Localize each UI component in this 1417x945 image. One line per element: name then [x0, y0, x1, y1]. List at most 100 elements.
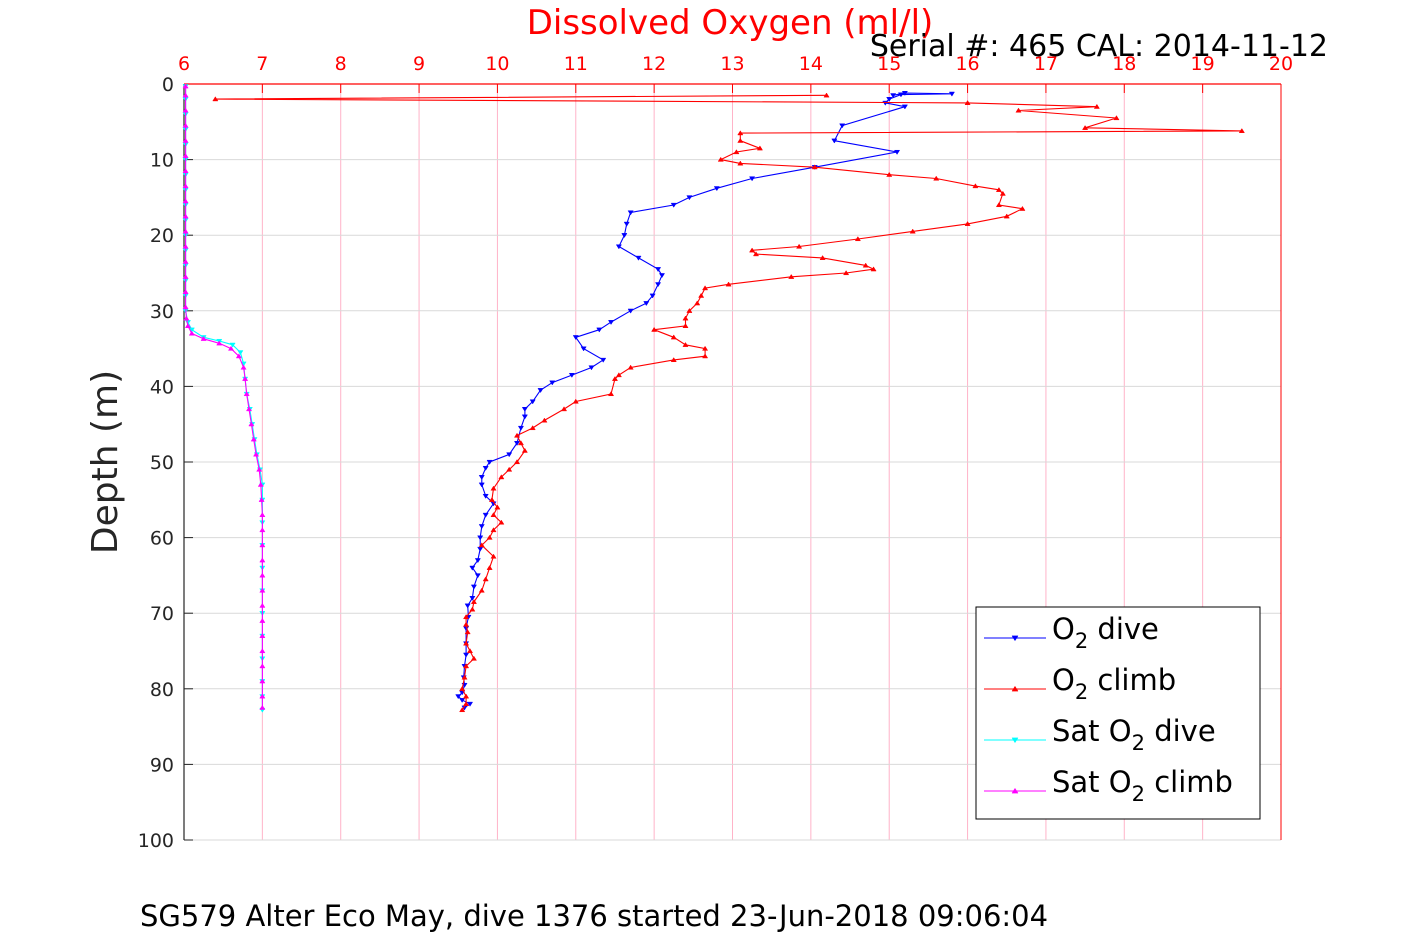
legend-label-main: Sat O	[1052, 765, 1132, 799]
data-point	[490, 553, 497, 559]
data-point	[643, 301, 650, 307]
data-point	[469, 596, 476, 601]
data-point	[259, 678, 266, 684]
data-point	[506, 466, 513, 472]
data-point	[1015, 107, 1022, 113]
data-point	[237, 350, 244, 356]
data-point	[862, 262, 869, 268]
y-tick-label: 90	[150, 754, 174, 776]
data-point	[482, 493, 489, 499]
data-point	[737, 130, 744, 136]
data-point	[596, 327, 603, 333]
data-point	[182, 243, 189, 249]
data-point	[182, 289, 189, 294]
data-point	[627, 364, 634, 370]
data-point	[819, 255, 826, 260]
data-point	[615, 372, 622, 378]
data-point	[259, 648, 266, 654]
data-point	[1082, 125, 1089, 130]
data-point	[517, 440, 524, 446]
data-point	[182, 198, 189, 204]
series-o2-dive	[455, 91, 955, 711]
data-point	[486, 459, 493, 465]
data-point	[243, 391, 250, 397]
data-point	[725, 281, 732, 287]
data-point	[1011, 635, 1019, 642]
data-point	[482, 465, 489, 471]
chart-title: Dissolved Oxygen (ml/l)	[527, 3, 934, 43]
data-point	[259, 704, 266, 710]
data-point	[470, 584, 477, 590]
legend-label: O2 dive	[1052, 612, 1159, 653]
data-point	[1113, 115, 1120, 121]
data-point	[615, 244, 622, 250]
data-point	[964, 221, 971, 226]
x-tick-label: 11	[564, 53, 588, 75]
data-point	[627, 308, 634, 314]
legend-box	[975, 606, 1261, 820]
data-point	[216, 340, 223, 346]
data-point	[886, 171, 893, 177]
data-point	[466, 648, 474, 654]
data-point	[749, 247, 756, 253]
data-point	[182, 107, 189, 113]
data-point	[1011, 737, 1019, 744]
data-point	[257, 481, 264, 487]
x-tick-label: 20	[1269, 53, 1293, 75]
data-point	[182, 213, 189, 219]
data-point	[1003, 213, 1010, 219]
data-point	[459, 698, 466, 703]
x-tick-label: 12	[642, 53, 666, 75]
data-point	[999, 190, 1006, 196]
data-point	[486, 534, 493, 540]
x-tick-labels: 6 7 8 9 10 11 12 13 14 15 16 17 18 19 20	[178, 53, 1293, 75]
data-point	[459, 707, 466, 713]
legend-item: O2 climb	[984, 663, 1176, 704]
data-point	[901, 91, 908, 96]
data-point	[259, 542, 266, 548]
data-point	[686, 307, 693, 313]
data-point	[682, 323, 689, 328]
series-sat-o2-climb	[182, 83, 266, 710]
data-point	[463, 701, 470, 706]
data-point	[245, 406, 253, 412]
data-point	[455, 694, 462, 700]
data-point	[259, 557, 266, 563]
y-tick-label: 100	[138, 830, 174, 852]
data-point	[541, 417, 548, 423]
data-point	[670, 357, 677, 363]
legend-label-main: Sat O	[1052, 714, 1132, 748]
data-point	[469, 565, 476, 571]
data-point	[529, 399, 536, 405]
data-point	[182, 183, 189, 189]
data-point	[248, 421, 255, 427]
data-point	[256, 466, 263, 472]
y-tick-label: 50	[150, 452, 174, 474]
data-point	[588, 365, 595, 371]
data-point	[463, 652, 470, 658]
data-point	[474, 558, 481, 564]
data-series	[182, 83, 1245, 713]
y-tick-label: 80	[150, 679, 174, 701]
data-point	[463, 640, 470, 646]
data-point	[607, 391, 615, 397]
x-tick-label: 8	[335, 53, 347, 75]
data-point	[1011, 685, 1019, 692]
data-point	[655, 267, 662, 273]
y-tick-label: 0	[162, 74, 174, 96]
data-point	[909, 228, 916, 234]
data-point	[259, 693, 266, 699]
data-point	[477, 535, 484, 541]
data-point	[182, 258, 189, 264]
data-point	[478, 587, 485, 593]
data-point	[521, 447, 528, 453]
data-point	[182, 228, 189, 234]
data-point	[752, 251, 760, 257]
legend-label-main: O	[1052, 612, 1075, 646]
data-point	[517, 425, 524, 431]
data-point	[843, 270, 850, 276]
data-point	[482, 576, 489, 582]
data-point	[253, 451, 260, 457]
axes	[183, 83, 1282, 841]
data-point	[655, 282, 662, 288]
